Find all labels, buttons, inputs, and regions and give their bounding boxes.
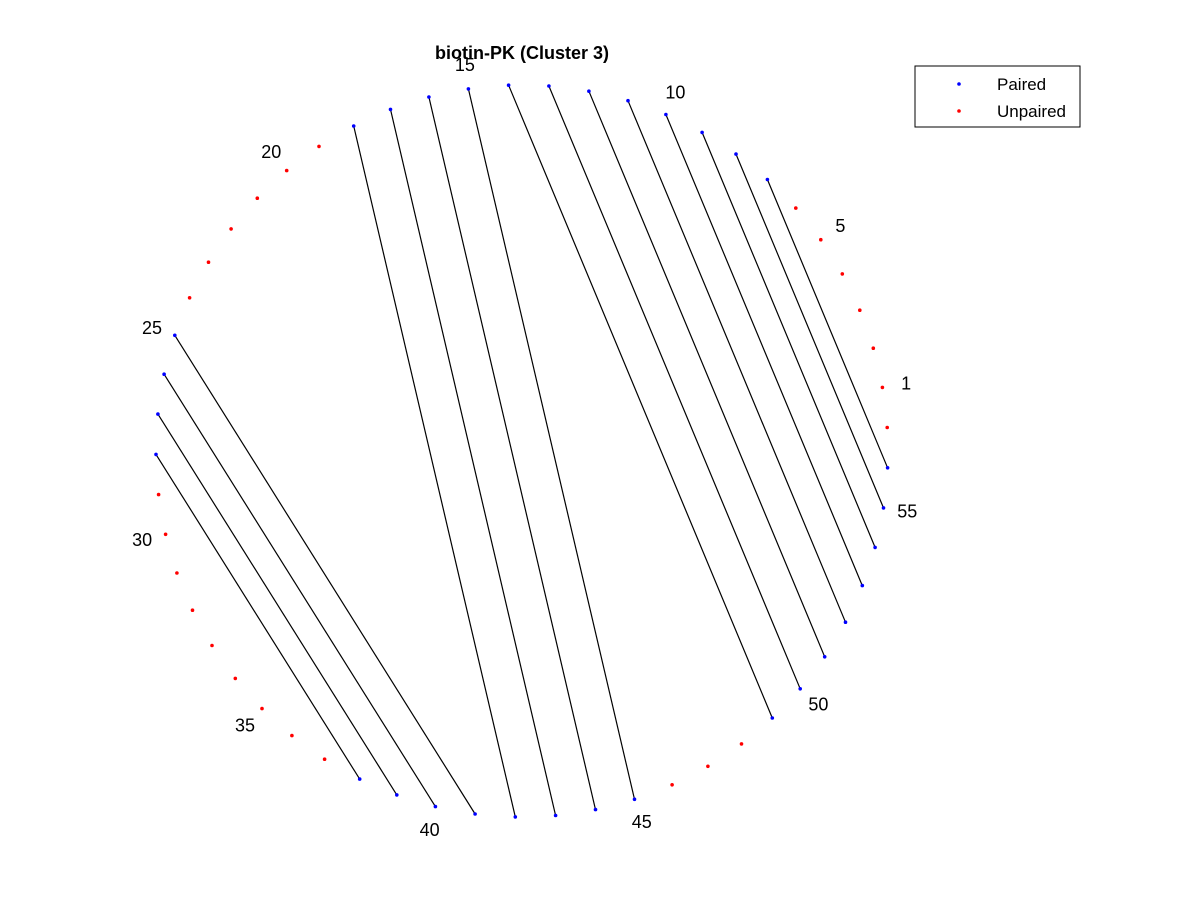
unpaired-point-19 [317,144,321,149]
pair-line-25-41 [174,334,476,815]
index-label-30: 30 [132,530,152,550]
unpaired-point-31 [175,571,179,575]
index-label-5: 5 [835,216,845,236]
paired-point-10 [664,112,668,117]
paired-point-38 [357,777,362,781]
unpaired-point-1 [880,385,885,390]
paired-point-16 [427,95,431,99]
pair-line-15-45 [467,88,636,800]
pair-line-28-38 [155,454,361,780]
pair-line-11-52 [627,100,847,623]
unpaired-point-22 [229,227,233,231]
paired-point-42 [513,815,518,819]
pair-line-26-40 [163,373,436,807]
paired-point-15 [466,87,471,91]
index-label-55: 55 [897,502,917,522]
paired-point-12 [587,89,591,93]
unpaired-point-21 [255,196,260,200]
unpaired-point-48 [739,742,744,746]
legend-label-unpaired: Unpaired [997,102,1066,121]
pair-lines-group [155,84,889,818]
unpaired-point-23 [206,260,211,265]
unpaired-point-36 [290,733,294,738]
paired-point-53 [860,583,865,588]
paired-point-40 [433,804,438,809]
legend-label-paired: Paired [997,75,1046,94]
index-label-45: 45 [632,812,652,832]
unpaired-point-29 [156,492,161,497]
unpaired-point-24 [187,296,192,300]
legend: Paired Unpaired [914,65,1081,128]
unpaired-point-2 [871,346,876,351]
paired-point-7 [765,177,770,182]
paired-point-14 [506,83,511,87]
paired-point-39 [395,793,399,797]
paired-point-56 [885,466,890,470]
index-label-40: 40 [420,820,440,840]
unpaired-point-6 [794,206,798,210]
unpaired-point-3 [858,308,862,313]
index-label-25: 25 [142,318,162,338]
unpaired-point-47 [706,764,710,769]
pair-line-27-39 [157,413,398,796]
pair-line-8-55 [735,153,885,509]
index-label-10: 10 [665,82,685,102]
unpaired-point-4 [840,272,845,276]
pair-line-17-43 [389,109,557,816]
legend-marker-unpaired [957,109,961,113]
paired-point-9 [700,130,704,135]
paired-point-28 [154,452,158,457]
unpaired-point-57 [885,425,889,430]
paired-point-54 [873,545,877,550]
paired-point-27 [156,412,160,416]
pair-line-18-42 [353,125,516,818]
index-label-1: 1 [901,373,911,393]
paired-point-43 [553,813,558,818]
unpaired-point-34 [233,676,238,681]
paired-point-51 [822,655,827,659]
index-label-50: 50 [808,694,828,714]
paired-point-44 [593,807,598,812]
paired-point-8 [734,152,738,156]
paired-point-41 [473,812,477,816]
paired-point-26 [162,372,166,377]
paired-point-52 [843,620,848,624]
unpaired-point-20 [284,168,289,173]
index-label-20: 20 [261,142,281,162]
unpaired-point-32 [190,608,195,612]
paired-point-50 [798,687,802,691]
index-label-35: 35 [235,716,255,736]
unpaired-point-30 [163,532,168,537]
paired-point-17 [388,107,393,112]
legend-box [914,65,1081,128]
paired-point-11 [626,98,630,103]
legend-marker-paired [957,82,961,86]
paired-point-18 [351,124,356,128]
paired-point-25 [173,333,177,338]
unpaired-point-33 [210,643,214,648]
paired-point-49 [770,716,775,720]
pair-line-12-51 [588,90,826,658]
unpaired-point-37 [322,757,327,761]
pair-line-13-50 [548,85,801,690]
pair-line-16-44 [428,96,597,810]
pair-line-9-54 [701,132,876,548]
pair-line-7-56 [766,179,889,469]
pair-line-14-49 [508,84,773,719]
chart-title: biotin-PK (Cluster 3) [435,43,609,63]
pair-line-10-53 [665,114,863,586]
unpaired-point-46 [670,783,674,787]
paired-point-55 [881,506,886,510]
nucleotide-points-group [154,83,890,819]
paired-point-13 [547,84,551,88]
index-label-15: 15 [455,55,475,75]
unpaired-point-35 [260,706,264,711]
paired-point-45 [632,797,637,802]
unpaired-point-5 [819,237,823,242]
